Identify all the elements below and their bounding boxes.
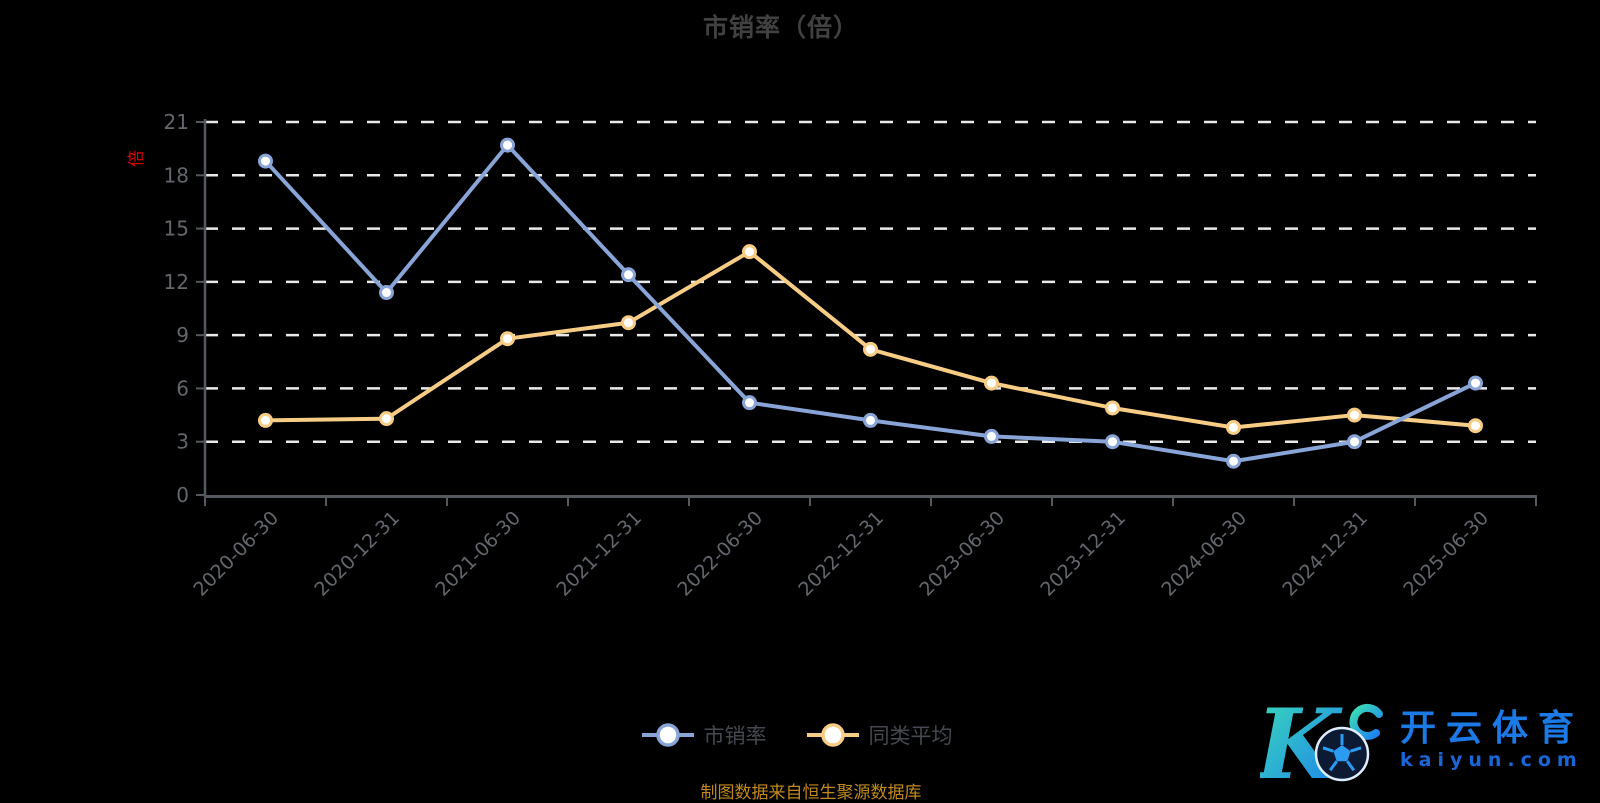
data-point[interactable] <box>379 285 394 301</box>
x-axis-label: 2022-06-30 <box>673 507 767 601</box>
data-point[interactable] <box>1105 400 1120 416</box>
brand-name: 开云体育 <box>1399 707 1584 749</box>
data-point[interactable] <box>1347 434 1362 450</box>
data-point[interactable] <box>500 331 515 347</box>
data-point[interactable] <box>1468 418 1483 434</box>
legend-item-peer-avg[interactable]: 同类平均 <box>806 720 953 750</box>
x-axis-label: 2021-12-31 <box>552 507 646 601</box>
y-axis-label: 3 <box>176 430 189 454</box>
x-axis-label: 2020-12-31 <box>310 507 404 601</box>
chart-title: 市销率（倍） <box>702 13 859 42</box>
legend-marker-psr-icon <box>641 723 694 747</box>
data-point[interactable] <box>258 412 273 428</box>
y-axis-label: 0 <box>176 483 189 507</box>
x-axis-label: 2024-12-31 <box>1278 507 1372 601</box>
y-axis-label: 6 <box>176 376 189 400</box>
watermark-kaiyun[interactable]: K 开云体育 kaiyun.com <box>1260 694 1584 786</box>
x-axis-label: 2020-06-30 <box>189 507 283 601</box>
legend-marker-peer-avg-icon <box>806 723 859 747</box>
data-point[interactable] <box>621 267 636 283</box>
data-point[interactable] <box>1468 375 1483 391</box>
data-point[interactable] <box>863 341 878 357</box>
kaiyun-logo: K <box>1260 694 1383 786</box>
series-line-1 <box>263 249 1478 430</box>
y-axis-label: 15 <box>164 217 189 241</box>
data-point[interactable] <box>863 412 878 428</box>
legend-label-psr: 市销率 <box>703 724 767 748</box>
y-axis-label: 21 <box>164 110 189 134</box>
logo-swirl <box>1349 703 1383 740</box>
watermark-text-block: 开云体育 kaiyun.com <box>1399 707 1584 771</box>
x-axis-label: 2024-06-30 <box>1157 507 1251 601</box>
data-point[interactable] <box>742 244 757 260</box>
legend-item-psr[interactable]: 市销率 <box>641 720 767 750</box>
legend-label-peer-avg: 同类平均 <box>868 724 953 748</box>
legend: 市销率 同类平均 <box>0 720 1594 750</box>
data-point[interactable] <box>500 137 515 153</box>
x-axis-label: 2021-06-30 <box>431 507 525 601</box>
brand-domain: kaiyun.com <box>1399 748 1583 771</box>
x-axis-label: 2023-06-30 <box>915 507 1009 601</box>
x-axis-label: 2023-12-31 <box>1036 507 1130 601</box>
y-axis-label: 9 <box>176 323 189 347</box>
data-point[interactable] <box>1347 407 1362 423</box>
y-axis-label: 18 <box>164 163 189 187</box>
data-point[interactable] <box>258 153 273 169</box>
x-axis-label: 2022-12-31 <box>794 507 888 601</box>
data-point[interactable] <box>984 375 999 391</box>
data-point[interactable] <box>1226 453 1241 469</box>
data-point[interactable] <box>379 411 394 427</box>
data-point[interactable] <box>1226 420 1241 436</box>
data-point[interactable] <box>621 315 636 331</box>
soccer-ball-icon <box>1314 726 1370 782</box>
y-axis-label: 12 <box>164 270 189 294</box>
data-point[interactable] <box>984 428 999 444</box>
data-point[interactable] <box>742 395 757 411</box>
x-axis-label: 2025-06-30 <box>1399 507 1493 601</box>
data-point[interactable] <box>1105 434 1120 450</box>
data-source-caption: 制图数据来自恒生聚源数据库 <box>700 783 922 803</box>
y-axis-unit-label: 倍 <box>127 150 147 167</box>
